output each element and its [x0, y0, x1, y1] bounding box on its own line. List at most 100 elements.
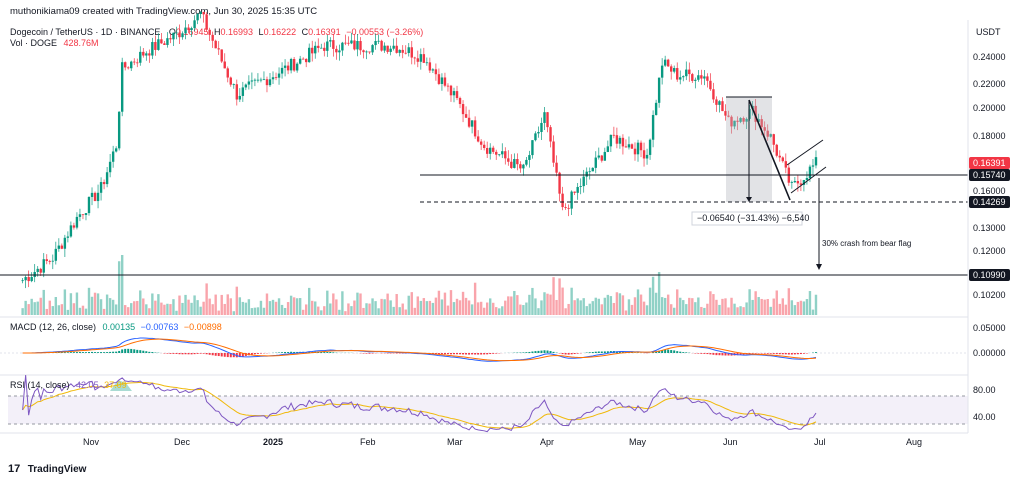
candle-body: [27, 277, 30, 282]
candle-body: [87, 196, 91, 214]
candle-body: [745, 118, 748, 122]
volume-bar: [775, 290, 778, 315]
candle-body: [280, 67, 284, 74]
macd-title[interactable]: MACD (12, 26, close): [10, 322, 97, 332]
candle-body: [371, 45, 374, 53]
macd-hist-bar: [609, 351, 612, 353]
candle-body: [437, 74, 441, 84]
candle-body: [308, 47, 311, 63]
candle-body: [799, 183, 803, 185]
candle-body: [39, 268, 42, 273]
volume-bar: [145, 304, 148, 315]
candle-body: [362, 50, 365, 53]
candle-body: [476, 136, 480, 142]
volume-bar: [274, 301, 278, 315]
candle-body: [317, 45, 320, 48]
macd-tick: 0.00000: [973, 348, 1006, 358]
candle-body: [778, 155, 781, 158]
candle-body: [392, 45, 395, 49]
candle-body: [410, 47, 413, 58]
candle-body: [808, 166, 812, 179]
low-label: L: [258, 27, 264, 37]
candle-body: [151, 42, 154, 56]
candle-body: [123, 62, 127, 68]
volume-bar: [69, 293, 73, 315]
flagpole-line[interactable]: [748, 99, 791, 201]
volume-bar: [241, 301, 245, 315]
volume-bar: [811, 309, 815, 315]
volume-bar: [739, 306, 742, 315]
symbol-title[interactable]: Dogecoin / TetherUS · 1D · BINANCE: [10, 27, 161, 37]
volume-bar: [669, 304, 673, 315]
flag-upper-line[interactable]: [786, 139, 824, 166]
currency-label[interactable]: USDT: [976, 27, 1001, 37]
flag-lower-line[interactable]: [790, 166, 827, 194]
candle-body: [639, 142, 643, 151]
candle-body: [739, 118, 742, 122]
candle-body: [289, 59, 293, 71]
candle-body: [271, 77, 275, 80]
macd-hist-bar: [468, 353, 471, 355]
volume-bar: [166, 303, 169, 315]
time-tick: May: [629, 437, 647, 447]
candle-body: [612, 134, 616, 136]
volume-bar: [205, 283, 208, 315]
macd-hist-bar: [802, 353, 805, 354]
macd-hist-bar: [567, 353, 570, 355]
candle-body: [645, 154, 649, 159]
volume-bar: [627, 299, 631, 315]
candle-body: [383, 45, 386, 51]
volume-bar: [81, 305, 85, 315]
tradingview-logo[interactable]: 17 TradingView: [8, 459, 86, 477]
macd-hist-bar: [320, 351, 323, 353]
candle-body: [464, 114, 468, 118]
volume-bar: [33, 302, 36, 315]
candle-body: [712, 89, 715, 100]
volume-bar: [458, 300, 462, 315]
candle-body: [365, 51, 368, 53]
candle-body: [455, 91, 459, 99]
macd-hist-bar: [618, 351, 621, 353]
volume-bar: [75, 292, 79, 315]
volume-bar: [66, 309, 70, 315]
candle-body: [407, 47, 410, 54]
volume-bar: [712, 294, 715, 315]
volume-bar: [87, 287, 91, 315]
volume-bar: [751, 299, 754, 315]
macd-hist-bar: [594, 351, 597, 353]
candle-body: [229, 77, 232, 85]
time-tick: Mar: [447, 437, 463, 447]
volume-bar: [597, 298, 600, 315]
rsi-title[interactable]: RSI (14, close): [10, 380, 70, 390]
candle-body: [603, 151, 607, 161]
last-price-label: 0.16391: [969, 157, 1010, 169]
macd-hist-bar: [443, 353, 446, 355]
volume-bar: [440, 299, 444, 315]
macd-hist-bar: [471, 353, 474, 355]
volume-bar: [760, 298, 763, 315]
candle-body: [537, 131, 540, 134]
volume-bar: [102, 308, 106, 315]
candle-body: [389, 48, 392, 52]
volume-bar: [193, 295, 196, 315]
candle-body: [139, 51, 142, 63]
macd-hist-bar: [434, 353, 437, 355]
candle-body: [501, 151, 504, 155]
candle-body: [380, 40, 383, 51]
candle-body: [326, 41, 329, 51]
macd-hist-bar: [736, 353, 739, 356]
macd-hist-bar: [118, 350, 121, 353]
candle-body: [733, 120, 736, 127]
macd-hist-bar: [88, 352, 90, 353]
macd-hist-bar: [474, 353, 477, 355]
volume-bar: [39, 297, 42, 315]
close-value: 0.16391: [308, 27, 341, 37]
candle-body: [256, 79, 260, 81]
candle-body: [718, 101, 721, 105]
volume-bar: [320, 310, 323, 315]
macd-signal-value: −0.00898: [183, 322, 222, 332]
macd-hist-bar: [652, 352, 655, 353]
crash-annotation: 30% crash from bear flag: [822, 239, 912, 248]
candle-body: [133, 61, 136, 63]
